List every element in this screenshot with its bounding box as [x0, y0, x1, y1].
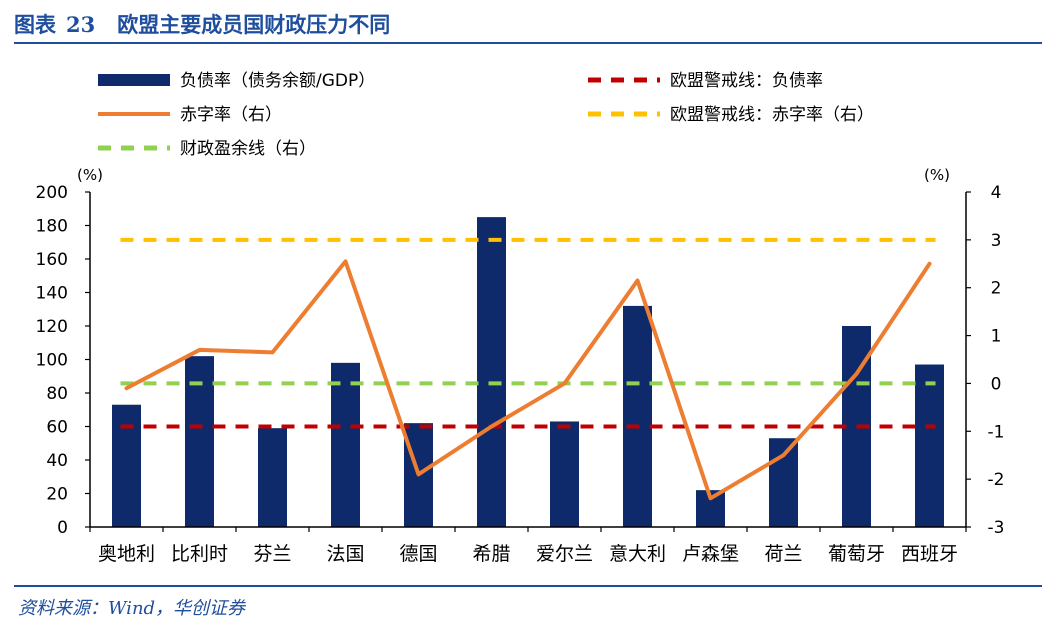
- deficit-point-9: [709, 496, 712, 500]
- deficit-point-8: [636, 279, 639, 283]
- source-note: 资料来源：Wind，华创证券: [18, 598, 246, 619]
- figure-title: 图表 23 欧盟主要成员国财政压力不同: [14, 10, 390, 40]
- right-tick-label: -1: [988, 422, 1005, 442]
- left-tick-label: 100: [36, 351, 68, 371]
- legend-label-deficit: 赤字率（右）: [180, 105, 282, 125]
- legend-label-balance: 财政盈余线（右）: [180, 139, 316, 159]
- figure-number: 23: [66, 12, 96, 37]
- left-tick-label: 80: [46, 384, 68, 404]
- line-series: [124, 259, 932, 501]
- title-rule: [14, 42, 1042, 44]
- right-tick-label: 2: [991, 279, 1002, 299]
- deficit-point-2: [198, 348, 201, 352]
- legend-swatch-debt: [98, 74, 170, 86]
- left-tick-label: 120: [36, 317, 68, 337]
- reference-lines: [120, 237, 936, 429]
- x-tick-label: 法国: [326, 543, 364, 565]
- left-tick-label: 0: [57, 518, 68, 538]
- bar-3: [258, 428, 287, 527]
- right-tick-label: 0: [991, 374, 1002, 394]
- x-tick-label: 葡萄牙: [828, 543, 885, 565]
- deficit-rate-line: [124, 259, 932, 501]
- deficit-point-4: [344, 259, 347, 263]
- deficit-point-3: [271, 350, 274, 354]
- left-tick-label: 20: [46, 485, 68, 505]
- source-rule: [14, 585, 1042, 587]
- right-axis-unit: (%): [924, 166, 950, 184]
- right-tick-label: 3: [991, 231, 1002, 251]
- x-tick-label: 爱尔兰: [536, 543, 593, 565]
- figure-title-text: 欧盟主要成员国财政压力不同: [117, 12, 391, 37]
- deficit-point-5: [417, 472, 420, 476]
- left-tick-label: 60: [46, 418, 68, 438]
- deficit-point-1: [125, 386, 128, 390]
- deficit-point-7: [563, 381, 566, 385]
- bar-12: [915, 364, 944, 527]
- left-tick-label: 160: [36, 250, 68, 270]
- legend-label-debt: 负债率（债务余额/GDP）: [180, 71, 375, 91]
- x-tick-label: 奥地利: [98, 543, 155, 565]
- left-tick-label: 40: [46, 451, 68, 471]
- deficit-point-10: [782, 453, 785, 457]
- deficit-point-11: [855, 372, 858, 376]
- bar-7: [550, 421, 579, 527]
- bar-1: [112, 404, 141, 527]
- x-tick-label: 荷兰: [764, 543, 802, 565]
- left-tick-label: 180: [36, 217, 68, 237]
- left-axis-unit: (%): [77, 166, 103, 184]
- x-tick-label: 芬兰: [253, 543, 291, 565]
- x-tick-label: 意大利: [609, 543, 666, 565]
- x-tick-label: 卢森堡: [682, 543, 739, 565]
- axes: 0 20 40 60 80 100 120 140 160 180 200 -3 -2 -1 0 1 2 3 4 奥地…: [36, 166, 1005, 565]
- figure-label: 图表: [14, 12, 56, 37]
- bars-group: [112, 217, 944, 527]
- left-tick-label: 140: [36, 284, 68, 304]
- bar-6: [477, 217, 506, 527]
- x-tick-label: 比利时: [171, 543, 228, 565]
- right-tick-label: 1: [991, 327, 1002, 347]
- right-tick-label: -3: [988, 518, 1005, 538]
- x-tick-label: 西班牙: [901, 543, 958, 565]
- legend-label-eu-deficit: 欧盟警戒线：赤字率（右）: [670, 105, 874, 125]
- right-tick-label: 4: [991, 183, 1002, 203]
- legend-label-eu-debt: 欧盟警戒线：负债率: [670, 71, 823, 91]
- x-tick-label: 希腊: [472, 543, 510, 565]
- bar-10: [769, 438, 798, 527]
- x-tick-label: 德国: [399, 543, 437, 565]
- left-tick-label: 200: [36, 183, 68, 203]
- right-tick-label: -2: [988, 470, 1005, 490]
- bar-4: [331, 362, 360, 527]
- bar-8: [623, 305, 652, 527]
- deficit-point-12: [928, 262, 931, 266]
- deficit-point-6: [490, 425, 493, 428]
